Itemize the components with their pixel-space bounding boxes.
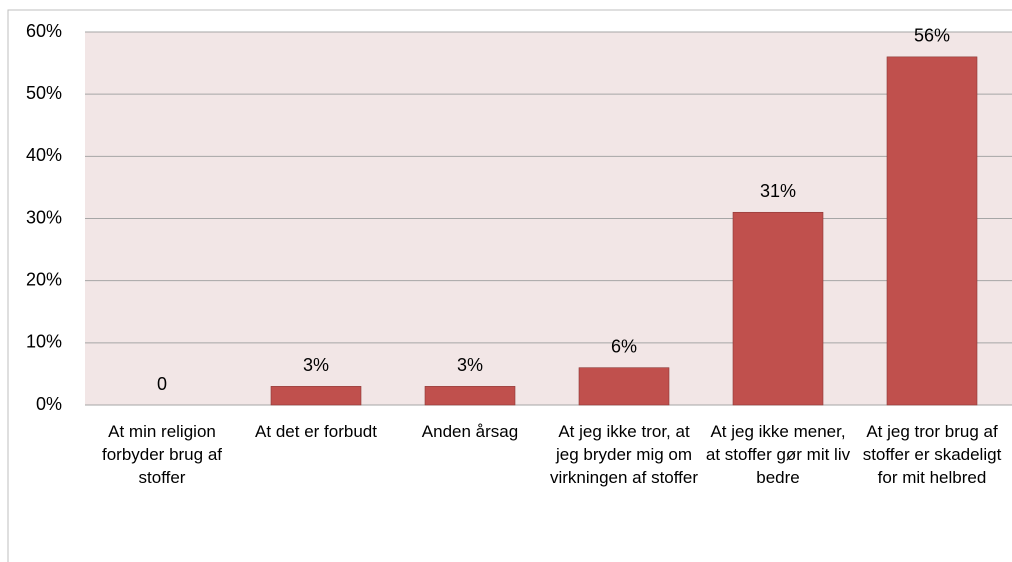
value-label: 56% (914, 26, 950, 46)
y-tick-label: 20% (26, 269, 62, 289)
value-label: 31% (760, 181, 796, 201)
x-tick-label: At jeg ikke mener, at stoffer gør mit li… (705, 422, 851, 487)
value-label: 3% (303, 355, 329, 375)
bar (424, 386, 516, 406)
y-tick-label: 10% (26, 332, 62, 352)
x-tick-label: At jeg ikke tror, at jeg bryder mig om v… (549, 422, 699, 487)
x-tick-label: At jeg tror brug af stoffer er skadeligt… (862, 422, 1002, 487)
chart-frame (7, 9, 1012, 562)
value-label: 6% (611, 336, 637, 356)
y-tick-label: 60% (26, 21, 62, 41)
y-tick-label: 30% (26, 207, 62, 227)
y-tick-label: 40% (26, 145, 62, 165)
value-label: 0 (157, 374, 167, 394)
value-label: 3% (457, 355, 483, 375)
bar (732, 211, 824, 406)
y-tick-label: 50% (26, 83, 62, 103)
bar (886, 56, 978, 406)
y-tick-label: 0% (36, 394, 62, 414)
x-tick-label: At min religion forbyder brug af stoffer (101, 422, 222, 487)
bar (578, 367, 670, 406)
bar (270, 386, 362, 406)
x-tick-label: At det er forbudt (255, 422, 377, 441)
x-tick-label: Anden årsag (421, 422, 519, 441)
